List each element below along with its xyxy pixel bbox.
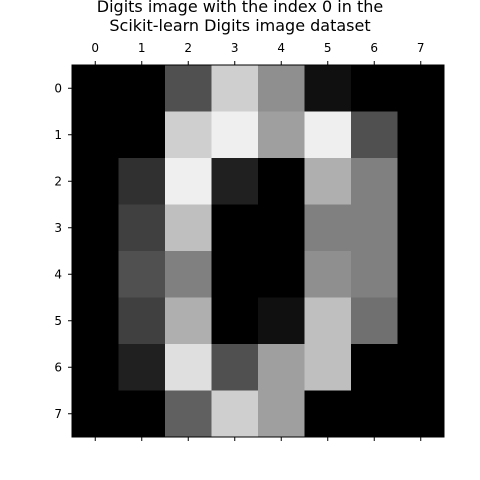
heatmap-cell-r5-c2 xyxy=(165,297,212,345)
heatmap-cell-r1-c5 xyxy=(304,111,352,159)
x-tick-label-4: 4 xyxy=(277,41,285,55)
heatmap-cell-r5-c5 xyxy=(304,297,352,345)
y-tick-label-7: 7 xyxy=(54,407,62,421)
heatmap-cell-r1-c7 xyxy=(397,111,445,159)
heatmap-cells xyxy=(72,65,445,438)
x-tick-label-3: 3 xyxy=(231,41,239,55)
chart-title-line-2: Scikit-learn Digits image dataset xyxy=(109,16,371,35)
heatmap-cell-r5-c4 xyxy=(258,297,305,345)
heatmap-cell-r6-c5 xyxy=(304,344,352,391)
y-tick-label-3: 3 xyxy=(54,221,62,235)
heatmap-cell-r1-c2 xyxy=(165,111,212,159)
heatmap-cell-r6-c1 xyxy=(118,344,166,391)
heatmap-cell-r7-c2 xyxy=(165,390,212,438)
heatmap-cell-r4-c2 xyxy=(165,251,212,298)
y-tick-label-2: 2 xyxy=(54,174,62,188)
heatmap-cell-r7-c4 xyxy=(258,390,305,438)
heatmap-cell-r2-c1 xyxy=(118,158,166,205)
heatmap-cell-r7-c5 xyxy=(304,390,352,438)
y-tick-label-1: 1 xyxy=(54,128,62,142)
heatmap-cell-r6-c4 xyxy=(258,344,305,391)
axes-frame xyxy=(71,64,445,438)
heatmap-cell-r3-c6 xyxy=(351,204,398,252)
heatmap-cell-r7-c6 xyxy=(351,390,398,438)
y-tick-label-4: 4 xyxy=(54,267,62,281)
y-tick-label-5: 5 xyxy=(54,314,62,328)
heatmap-cell-r6-c6 xyxy=(351,344,398,391)
heatmap-cell-r7-c3 xyxy=(211,390,259,438)
x-tick-label-6: 6 xyxy=(370,41,378,55)
x-tick-label-5: 5 xyxy=(324,41,332,55)
y-axis-ticks: 0 1 2 3 4 5 6 7 xyxy=(54,81,72,421)
heatmap-cell-r5-c1 xyxy=(118,297,166,345)
heatmap-cell-r2-c5 xyxy=(304,158,352,205)
heatmap-cell-r3-c5 xyxy=(304,204,352,252)
heatmap-cell-r1-c6 xyxy=(351,111,398,159)
heatmap-cell-r2-c0 xyxy=(72,158,119,205)
y-tick-label-6: 6 xyxy=(54,360,62,374)
chart-title-line-1: Digits image with the index 0 in the xyxy=(96,0,384,16)
heatmap-cell-r0-c1 xyxy=(118,65,166,112)
heatmap-cell-r3-c7 xyxy=(397,204,445,252)
heatmap-cell-r3-c0 xyxy=(72,204,119,252)
x-tick-label-0: 0 xyxy=(91,41,99,55)
heatmap-cell-r1-c0 xyxy=(72,111,119,159)
heatmap-cell-r7-c1 xyxy=(118,390,166,438)
heatmap-cell-r1-c1 xyxy=(118,111,166,159)
heatmap-cell-r4-c7 xyxy=(397,251,445,298)
heatmap-cell-r0-c3 xyxy=(211,65,259,112)
heatmap-cell-r3-c3 xyxy=(211,204,259,252)
heatmap-cell-r3-c4 xyxy=(258,204,305,252)
heatmap-cell-r0-c4 xyxy=(258,65,305,112)
heatmap-cell-r4-c4 xyxy=(258,251,305,298)
heatmap-cell-r2-c6 xyxy=(351,158,398,205)
heatmap-cell-r6-c7 xyxy=(397,344,445,391)
heatmap-cell-r5-c0 xyxy=(72,297,119,345)
heatmap-cell-r7-c0 xyxy=(72,390,119,438)
heatmap-cell-r0-c7 xyxy=(397,65,445,112)
heatmap-cell-r6-c2 xyxy=(165,344,212,391)
heatmap-cell-r2-c3 xyxy=(211,158,259,205)
heatmap-cell-r3-c1 xyxy=(118,204,166,252)
heatmap-cell-r2-c7 xyxy=(397,158,445,205)
heatmap-cell-r6-c3 xyxy=(211,344,259,391)
heatmap-cell-r3-c2 xyxy=(165,204,212,252)
heatmap-cell-r4-c0 xyxy=(72,251,119,298)
heatmap-cell-r6-c0 xyxy=(72,344,119,391)
x-tick-label-1: 1 xyxy=(138,41,146,55)
y-tick-label-0: 0 xyxy=(54,81,62,95)
x-tick-label-7: 7 xyxy=(417,41,425,55)
heatmap-cell-r5-c6 xyxy=(351,297,398,345)
heatmap-cell-r0-c6 xyxy=(351,65,398,112)
heatmap-cell-r4-c6 xyxy=(351,251,398,298)
x-tick-label-2: 2 xyxy=(184,41,192,55)
heatmap-cell-r4-c5 xyxy=(304,251,352,298)
heatmap-cell-r5-c7 xyxy=(397,297,445,345)
heatmap-cell-r5-c3 xyxy=(211,297,259,345)
heatmap-cell-r0-c5 xyxy=(304,65,352,112)
heatmap-cell-r1-c4 xyxy=(258,111,305,159)
heatmap-cell-r0-c2 xyxy=(165,65,212,112)
heatmap-cell-r4-c1 xyxy=(118,251,166,298)
heatmap-cell-r0-c0 xyxy=(72,65,119,112)
x-axis-ticks: 0 1 2 3 4 5 6 7 xyxy=(91,41,425,441)
heatmap-cell-r2-c2 xyxy=(165,158,212,205)
heatmap-cell-r4-c3 xyxy=(211,251,259,298)
heatmap-cell-r1-c3 xyxy=(211,111,259,159)
heatmap-cell-r2-c4 xyxy=(258,158,305,205)
heatmap-cell-r7-c7 xyxy=(397,390,445,438)
